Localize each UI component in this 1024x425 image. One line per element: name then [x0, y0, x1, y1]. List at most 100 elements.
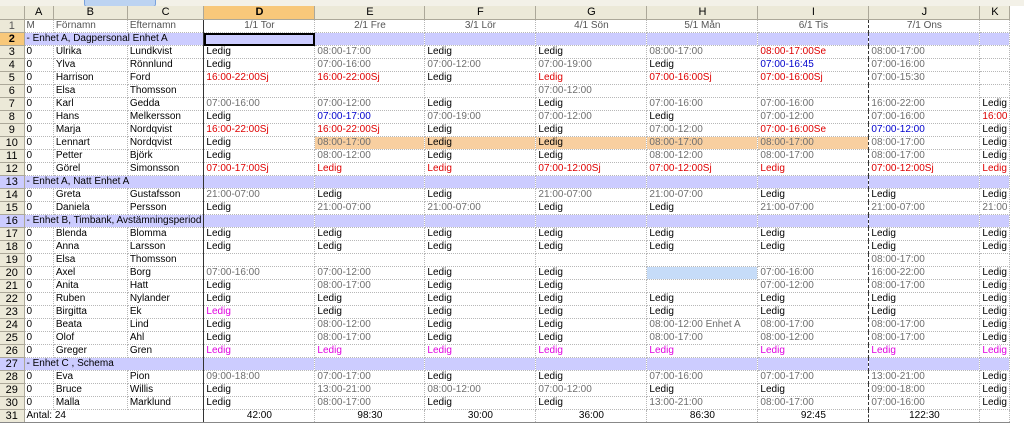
shift-cell[interactable]: Ledig: [424, 370, 537, 384]
shift-cell[interactable]: 07:00-16:00: [868, 396, 981, 410]
shift-cell[interactable]: Ledig: [424, 279, 537, 293]
field-header[interactable]: Förnamn: [53, 19, 128, 33]
shift-cell[interactable]: 08:00-12:00: [646, 149, 759, 163]
last-name-cell[interactable]: Lind: [127, 318, 205, 332]
first-name-cell[interactable]: Karl: [53, 97, 128, 111]
field-header[interactable]: M: [24, 19, 54, 33]
shift-cell[interactable]: 08:00-17:00: [646, 136, 759, 150]
shift-cell[interactable]: 21:00-07:00: [203, 188, 316, 202]
employee-m-cell[interactable]: 0: [24, 318, 54, 332]
group-cell[interactable]: [535, 175, 648, 189]
shift-cell[interactable]: 07:00-16:00: [203, 266, 316, 280]
employee-m-cell[interactable]: 0: [24, 253, 54, 267]
shift-cell[interactable]: Ledig: [535, 240, 648, 254]
row-header[interactable]: 19: [0, 253, 25, 267]
shift-cell[interactable]: [646, 279, 759, 293]
shift-cell[interactable]: Ledig: [203, 383, 316, 397]
shift-cell[interactable]: Ledig: [535, 201, 648, 215]
shift-cell[interactable]: Ledig: [424, 136, 537, 150]
shift-cell[interactable]: 07:00-12:00: [314, 266, 426, 280]
shift-cell[interactable]: 08:00-12:00 Enhet A: [646, 318, 759, 332]
shift-cell[interactable]: Ledig: [203, 292, 316, 306]
shift-cell[interactable]: Ledig: [424, 396, 537, 410]
shift-cell[interactable]: Ledig: [424, 188, 537, 202]
group-label[interactable]: - Enhet C , Schema: [24, 357, 205, 371]
shift-cell[interactable]: 07:00-16:00: [868, 58, 981, 72]
employee-m-cell[interactable]: 0: [24, 188, 54, 202]
shift-cell[interactable]: 07:00-16:00: [646, 370, 759, 384]
field-header[interactable]: Efternamn: [127, 19, 205, 33]
shift-cell[interactable]: 07:00-16:00: [314, 58, 426, 72]
shift-cell[interactable]: 08:00-12:00: [314, 318, 426, 332]
group-cell[interactable]: [424, 214, 537, 228]
shift-cell[interactable]: Ledig: [203, 110, 316, 124]
last-name-cell[interactable]: Gedda: [127, 97, 205, 111]
last-name-cell[interactable]: Nordqvist: [127, 136, 205, 150]
group-cell[interactable]: [203, 214, 316, 228]
shift-cell[interactable]: 07:00-12:00: [757, 110, 870, 124]
first-name-cell[interactable]: Ruben: [53, 292, 128, 306]
shift-cell[interactable]: Ledig: [203, 305, 316, 319]
first-name-cell[interactable]: Blenda: [53, 227, 128, 241]
shift-cell[interactable]: 07:00-16:00: [646, 97, 759, 111]
row-header[interactable]: 10: [0, 136, 25, 150]
employee-m-cell[interactable]: 0: [24, 45, 54, 59]
shift-cell[interactable]: 07:00-17:00: [314, 110, 426, 124]
shift-cell[interactable]: [868, 84, 981, 98]
last-name-cell[interactable]: Persson: [127, 201, 205, 215]
day-header[interactable]: 1/1 Tor: [203, 19, 316, 33]
shift-cell[interactable]: Ledig: [979, 292, 1011, 306]
shift-cell[interactable]: Ledig: [535, 292, 648, 306]
shift-cell[interactable]: Ledig: [314, 240, 426, 254]
shift-cell[interactable]: Ledig: [424, 266, 537, 280]
employee-m-cell[interactable]: 0: [24, 58, 54, 72]
shift-cell[interactable]: 13:00-21:00: [314, 383, 426, 397]
group-label[interactable]: - Enhet B, Timbank, Avstämningsperiod: [24, 214, 205, 228]
group-cell[interactable]: [424, 32, 537, 46]
shift-cell[interactable]: Ledig: [757, 305, 870, 319]
shift-cell[interactable]: [535, 253, 648, 267]
shift-cell[interactable]: Ledig: [868, 292, 981, 306]
shift-cell[interactable]: 21:00-07:00: [868, 201, 981, 215]
shift-cell[interactable]: Ledig: [203, 318, 316, 332]
row-header[interactable]: 14: [0, 188, 25, 202]
group-cell[interactable]: [646, 357, 759, 371]
last-name-cell[interactable]: Larsson: [127, 240, 205, 254]
group-cell[interactable]: [203, 357, 316, 371]
shift-cell[interactable]: Ledig: [979, 123, 1011, 137]
shift-cell[interactable]: Ledig: [757, 227, 870, 241]
shift-cell[interactable]: [424, 253, 537, 267]
column-header-k[interactable]: K: [979, 6, 1011, 20]
row-header[interactable]: 28: [0, 370, 25, 384]
shift-cell[interactable]: 07:00-12:00: [314, 97, 426, 111]
last-name-cell[interactable]: Borg: [127, 266, 205, 280]
shift-cell[interactable]: 16:00-22:00: [868, 266, 981, 280]
row-header[interactable]: 9: [0, 123, 25, 137]
employee-m-cell[interactable]: 0: [24, 201, 54, 215]
shift-cell[interactable]: [646, 84, 759, 98]
first-name-cell[interactable]: Ulrika: [53, 45, 128, 59]
shift-cell[interactable]: Ledig: [203, 201, 316, 215]
last-name-cell[interactable]: Rönnlund: [127, 58, 205, 72]
first-name-cell[interactable]: Birgitta: [53, 305, 128, 319]
shift-cell[interactable]: Ledig: [979, 266, 1011, 280]
row-header[interactable]: 8: [0, 110, 25, 124]
shift-cell[interactable]: 07:00-12:00: [868, 123, 981, 137]
shift-cell[interactable]: 08:00-17:00: [757, 318, 870, 332]
shift-cell[interactable]: 07:00-12:00: [535, 110, 648, 124]
group-cell[interactable]: [979, 214, 1011, 228]
first-name-cell[interactable]: Hans: [53, 110, 128, 124]
row-header[interactable]: 2: [0, 32, 25, 46]
shift-cell[interactable]: 08:00-17:00: [868, 318, 981, 332]
column-header-a[interactable]: A: [24, 6, 54, 20]
last-name-cell[interactable]: Blomma: [127, 227, 205, 241]
last-name-cell[interactable]: Nordqvist: [127, 123, 205, 137]
employee-m-cell[interactable]: 0: [24, 383, 54, 397]
shift-cell[interactable]: 07:00-12:00Sj: [535, 162, 648, 176]
shift-cell[interactable]: 16:00-22:00Sj: [203, 71, 316, 85]
row-header[interactable]: 31: [0, 409, 25, 423]
last-name-cell[interactable]: Björk: [127, 149, 205, 163]
last-name-cell[interactable]: Marklund: [127, 396, 205, 410]
row-header[interactable]: 4: [0, 58, 25, 72]
shift-cell[interactable]: 09:00-18:00: [868, 383, 981, 397]
